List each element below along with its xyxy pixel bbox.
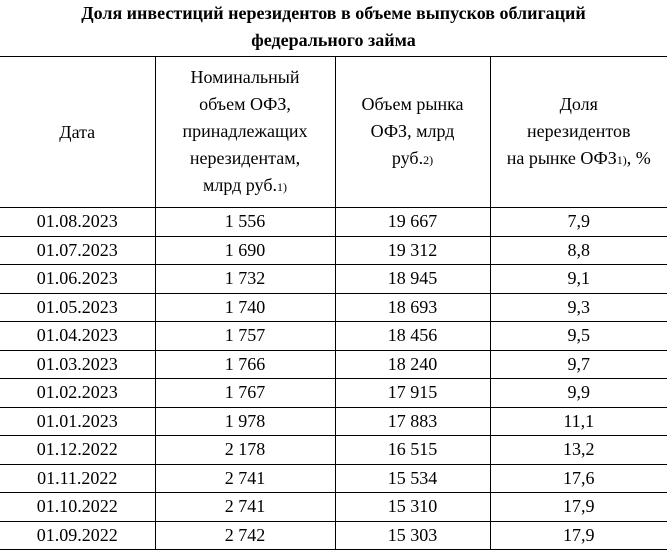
table-cell: 9,5 — [490, 322, 667, 351]
table-cell: 17 883 — [335, 407, 490, 436]
table-cell: 17,9 — [490, 493, 667, 522]
header-cell: Доля нерезидентов на рынке ОФЗ1), % — [490, 57, 667, 208]
header-line: руб.2) — [336, 145, 490, 174]
table-cell: 01.08.2023 — [0, 208, 155, 237]
header-line: нерезидентам, — [156, 145, 335, 172]
header-cell: Дата — [0, 57, 155, 208]
table-cell: 2 741 — [155, 493, 335, 522]
header-text: нерезидентов — [527, 121, 630, 141]
header-cell: Объем рынка ОФЗ, млрд руб.2) — [335, 57, 490, 208]
table-cell: 2 741 — [155, 464, 335, 493]
table-cell: 2 742 — [155, 521, 335, 550]
header-line: Доля — [491, 91, 667, 118]
table-cell: 15 310 — [335, 493, 490, 522]
table-cell: 1 556 — [155, 208, 335, 237]
header-cell: Номинальный объем ОФЗ, принадлежащих нерези… — [155, 57, 335, 208]
table-cell: 2 178 — [155, 436, 335, 465]
table-cell: 9,3 — [490, 293, 667, 322]
header-text: руб. — [392, 148, 423, 168]
table-cell: 1 978 — [155, 407, 335, 436]
table-cell: 18 945 — [335, 265, 490, 294]
table-cell: 19 312 — [335, 236, 490, 265]
table-cell: 9,7 — [490, 350, 667, 379]
table-cell: 13,2 — [490, 436, 667, 465]
header-text: Дата — [59, 122, 95, 142]
header-text: Доля — [560, 94, 598, 114]
header-line: Номинальный — [156, 64, 335, 91]
table-cell: 9,1 — [490, 265, 667, 294]
header-line: нерезидентов — [491, 118, 667, 145]
table-cell: 01.11.2022 — [0, 464, 155, 493]
header-text: , % — [627, 148, 651, 168]
table-cell: 17,9 — [490, 521, 667, 550]
footnote-mark: 1) — [617, 153, 627, 167]
table-cell: 1 732 — [155, 265, 335, 294]
data-table: Дата Номинальный объем ОФЗ, принадлежащих не… — [0, 56, 667, 550]
title-line: Доля инвестиций нерезидентов в объеме вы… — [0, 0, 667, 27]
header-row: Дата Номинальный объем ОФЗ, принадлежащих не… — [0, 57, 667, 208]
footnote-mark: 1) — [277, 180, 287, 194]
table-cell: 01.12.2022 — [0, 436, 155, 465]
table-cell: 01.05.2023 — [0, 293, 155, 322]
table-cell: 01.09.2022 — [0, 521, 155, 550]
table-cell: 01.07.2023 — [0, 236, 155, 265]
footnote-mark: 2) — [423, 153, 433, 167]
header-text: принадлежащих — [183, 121, 308, 141]
table-cell: 8,8 — [490, 236, 667, 265]
table-cell: 01.04.2023 — [0, 322, 155, 351]
header-text: Номинальный — [190, 67, 299, 87]
table-cell: 11,1 — [490, 407, 667, 436]
header-line: принадлежащих — [156, 118, 335, 145]
table-cell: 01.10.2022 — [0, 493, 155, 522]
title-line: федерального займа — [0, 27, 667, 54]
table-cell: 1 766 — [155, 350, 335, 379]
table-cell: 16 515 — [335, 436, 490, 465]
table-cell: 01.06.2023 — [0, 265, 155, 294]
table-cell: 18 693 — [335, 293, 490, 322]
table-cell: 18 456 — [335, 322, 490, 351]
header-line: Дата — [0, 119, 155, 146]
table-cell: 19 667 — [335, 208, 490, 237]
title: Доля инвестиций нерезидентов в объеме вы… — [0, 0, 667, 56]
header-text: на рынке ОФЗ — [507, 148, 617, 168]
table-cell: 1 690 — [155, 236, 335, 265]
table-cell: 15 534 — [335, 464, 490, 493]
table-cell: 01.02.2023 — [0, 379, 155, 408]
table-cell: 15 303 — [335, 521, 490, 550]
header-line: на рынке ОФЗ1), % — [491, 145, 667, 174]
table-cell: 01.01.2023 — [0, 407, 155, 436]
header-text: объем ОФЗ, — [199, 94, 291, 114]
header-line: ОФЗ, млрд — [336, 118, 490, 145]
table-cell: 1 740 — [155, 293, 335, 322]
header-line: млрд руб.1) — [156, 172, 335, 201]
table-cell: 18 240 — [335, 350, 490, 379]
header-text: ОФЗ, млрд — [371, 121, 455, 141]
table-cell: 7,9 — [490, 208, 667, 237]
table-cell: 01.03.2023 — [0, 350, 155, 379]
header-text: Объем рынка — [361, 94, 463, 114]
header-text: нерезидентам, — [190, 148, 300, 168]
table-cell: 1 757 — [155, 322, 335, 351]
table-cell: 9,9 — [490, 379, 667, 408]
table-cell: 17,6 — [490, 464, 667, 493]
header-line: Объем рынка — [336, 91, 490, 118]
table-cell: 17 915 — [335, 379, 490, 408]
header-text: млрд руб. — [203, 175, 277, 195]
header-line: объем ОФЗ, — [156, 91, 335, 118]
table-cell: 1 767 — [155, 379, 335, 408]
